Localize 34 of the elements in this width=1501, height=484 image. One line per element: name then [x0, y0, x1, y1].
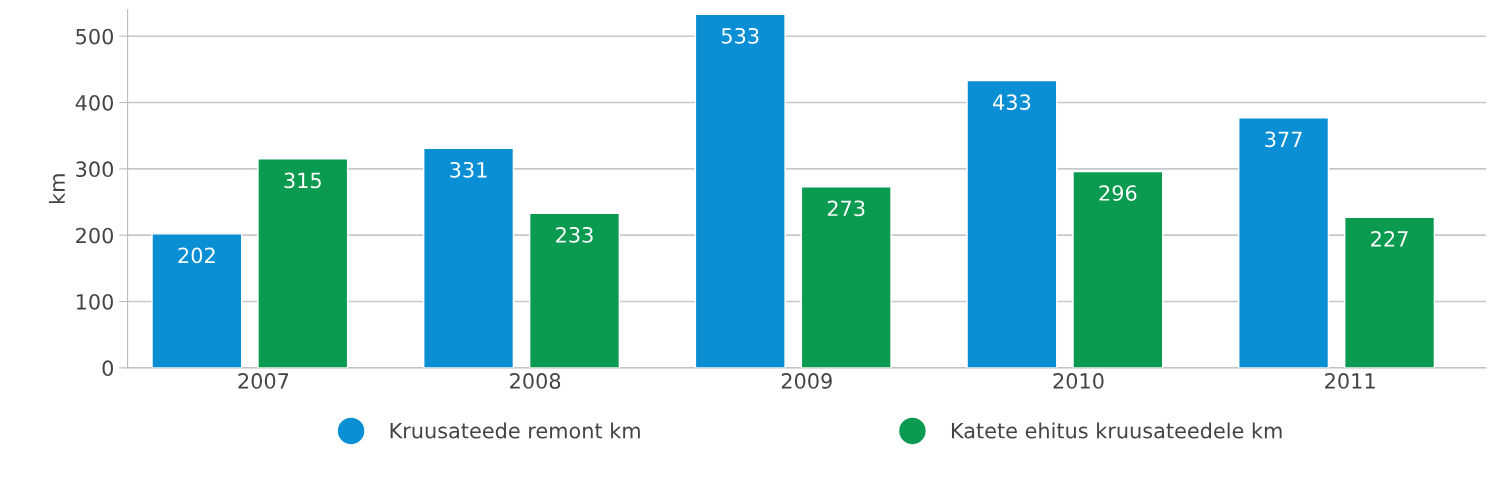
y-axis-title: km — [48, 174, 65, 204]
y-tick-label: 200 — [76, 227, 114, 244]
bar — [423, 147, 515, 368]
data-label: 533 — [721, 27, 759, 44]
data-label: 377 — [1265, 131, 1302, 148]
bar — [1344, 216, 1436, 368]
data-label: 227 — [1371, 230, 1408, 247]
bar — [528, 212, 621, 368]
data-label: 315 — [284, 172, 321, 189]
data-label: 296 — [1099, 185, 1137, 201]
bar — [800, 186, 892, 368]
legend-label: Kruusateede remont km — [390, 422, 640, 439]
x-tick-label: 2009 — [781, 373, 832, 389]
data-label: 331 — [450, 161, 487, 178]
y-tick-label: 100 — [76, 293, 114, 310]
bar — [694, 13, 786, 368]
data-label: 202 — [178, 247, 215, 264]
bar — [1072, 170, 1164, 368]
x-tick-label: 2011 — [1325, 373, 1375, 389]
data-label: 273 — [827, 200, 865, 217]
bar — [1238, 117, 1330, 368]
data-label: 433 — [993, 94, 1031, 111]
bar — [151, 233, 243, 368]
bar — [257, 158, 349, 368]
y-tick-label: 500 — [76, 28, 114, 45]
data-label: 233 — [556, 226, 593, 243]
x-tick-label: 2010 — [1053, 373, 1104, 389]
bar — [966, 79, 1058, 368]
x-tick-label: 2007 — [238, 373, 289, 389]
y-tick-label: 400 — [75, 94, 114, 111]
y-tick-label: 0 — [102, 360, 114, 377]
x-tick-label: 2008 — [510, 373, 561, 389]
legend-label: Katete ehitus kruusateedele km — [951, 422, 1282, 439]
y-tick-label: 300 — [76, 161, 114, 178]
